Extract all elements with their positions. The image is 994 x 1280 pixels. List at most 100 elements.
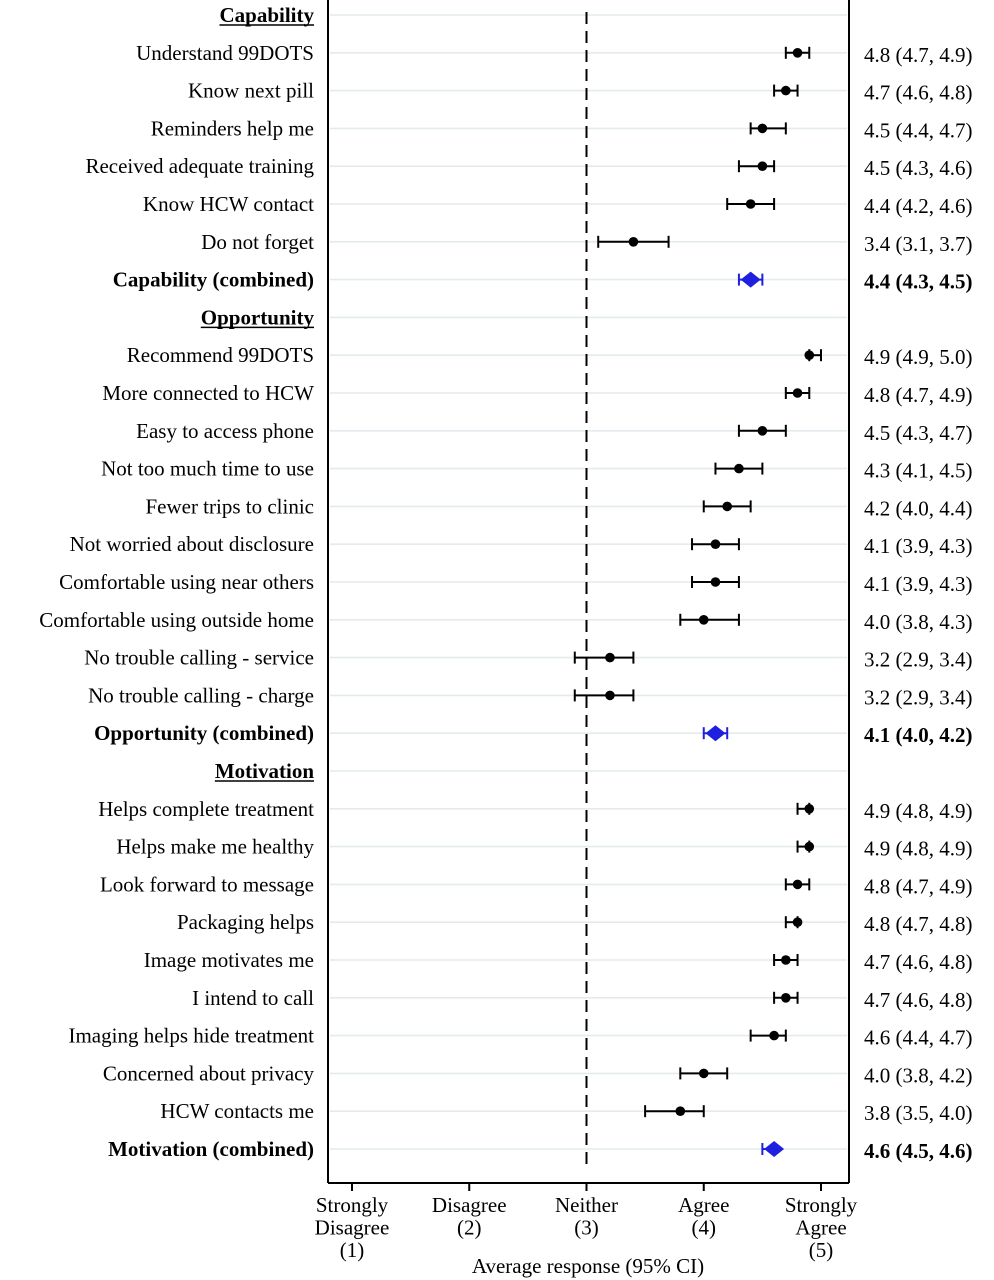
row-no-trouble-calling-service: No trouble calling - service 3.2 (2.9, 3.… xyxy=(84,646,972,672)
estimate-ci-label: 4.7 (4.6, 4.8) xyxy=(864,988,973,1012)
estimate-ci-label: 4.8 (4.7, 4.9) xyxy=(864,383,973,407)
row-received-adequate-training: Received adequate training 4.5 (4.3, 4.6) xyxy=(85,154,972,180)
x-tick-label-2: Disagree (2) xyxy=(432,1193,507,1240)
x-tick-label-1: Strongly Disagree (1) xyxy=(315,1193,390,1262)
row-fewer-trips-to-clinic: Fewer trips to clinic 4.2 (4.0, 4.4) xyxy=(145,494,972,520)
row-label: Helps make me healthy xyxy=(116,835,314,859)
row-label: Packaging helps xyxy=(177,910,314,934)
x-tick-label-line: Agree xyxy=(795,1216,846,1240)
row-motivation: Motivation xyxy=(214,759,314,783)
row-opportunity-combined: Opportunity (combined) 4.1 (4.0, 4.2) xyxy=(94,721,972,747)
row-know-next-pill: Know next pill 4.7 (4.6, 4.8) xyxy=(188,79,973,105)
row-label: Know next pill xyxy=(188,79,314,103)
point-estimate xyxy=(804,350,815,361)
point-estimate xyxy=(757,123,768,134)
row-label: Look forward to message xyxy=(100,872,314,896)
row-label: Not worried about disclosure xyxy=(70,532,314,556)
estimate-ci-label: 4.5 (4.4, 4.7) xyxy=(864,118,973,142)
row-capability: Capability xyxy=(219,3,314,27)
point-estimate xyxy=(804,841,815,852)
row-opportunity: Opportunity xyxy=(200,305,315,329)
row-concerned-about-privacy: Concerned about privacy 4.0 (3.8, 4.2) xyxy=(103,1061,973,1087)
estimate-ci-label: 3.2 (2.9, 3.4) xyxy=(864,685,973,709)
row-label: Easy to access phone xyxy=(136,419,314,443)
row-label: Imaging helps hide treatment xyxy=(68,1024,314,1048)
point-estimate xyxy=(792,917,803,927)
row-look-forward-to-message: Look forward to message 4.8 (4.7, 4.9) xyxy=(100,872,973,898)
row-helps-make-me-healthy: Helps make me healthy 4.9 (4.8, 4.9) xyxy=(116,835,972,861)
point-estimate xyxy=(710,577,721,587)
estimate-ci-label: 4.9 (4.9, 5.0) xyxy=(864,345,973,369)
point-estimate xyxy=(769,1030,779,1041)
point-estimate xyxy=(722,501,732,512)
row-recommend-99dots: Recommend 99DOTS 4.9 (4.9, 5.0) xyxy=(127,343,973,369)
x-tick-label-3: Neither (3) xyxy=(555,1193,618,1240)
row-label: Capability (combined) xyxy=(113,268,314,292)
point-estimate xyxy=(605,652,615,663)
row-label: Not too much time to use xyxy=(101,457,314,481)
row-label: I intend to call xyxy=(192,986,314,1010)
row-not-too-much-time-to-use: Not too much time to use 4.3 (4.1, 4.5) xyxy=(101,457,972,483)
x-axis-title: Average response (95% CI) xyxy=(472,1254,704,1278)
row-easy-to-access-phone: Easy to access phone 4.5 (4.3, 4.7) xyxy=(136,419,972,445)
estimate-ci-label: 4.4 (4.2, 4.6) xyxy=(864,194,973,218)
x-tick-label-4: Agree (4) xyxy=(678,1193,729,1240)
estimate-ci-label: 4.6 (4.4, 4.7) xyxy=(864,1026,973,1050)
row-label: Helps complete treatment xyxy=(98,797,314,821)
combined-estimate-diamond xyxy=(740,271,761,288)
estimate-ci-label: 4.1 (3.9, 4.3) xyxy=(864,534,973,558)
row-label: Motivation (combined) xyxy=(108,1137,314,1161)
section-header: Opportunity xyxy=(201,305,315,329)
point-estimate xyxy=(698,1068,709,1079)
x-tick-label-line: (2) xyxy=(457,1216,482,1240)
point-estimate xyxy=(792,48,803,58)
row-label: Concerned about privacy xyxy=(103,1061,315,1085)
row-comfortable-using-near-others: Comfortable using near others 4.1 (3.9, 4… xyxy=(59,570,972,596)
estimate-ci-label: 3.8 (3.5, 4.0) xyxy=(864,1101,973,1125)
estimate-ci-label: 4.1 (3.9, 4.3) xyxy=(864,572,973,596)
row-comfortable-using-outside-home: Comfortable using outside home 4.0 (3.8, … xyxy=(39,608,972,634)
point-estimate xyxy=(757,161,768,171)
point-estimate xyxy=(781,955,791,965)
x-axis-ticks: Strongly Disagree (1) Disagree (2) Neither (3)… xyxy=(315,1183,858,1262)
x-tick-label-line: (4) xyxy=(692,1216,717,1240)
point-estimate xyxy=(628,237,639,247)
point-estimate xyxy=(675,1106,686,1116)
x-tick-label-line: Strongly xyxy=(316,1193,389,1217)
row-i-intend-to-call: I intend to call 4.7 (4.6, 4.8) xyxy=(192,986,972,1012)
x-tick-label-line: Disagree xyxy=(432,1193,507,1217)
estimate-ci-label: 4.1 (4.0, 4.2) xyxy=(864,723,973,747)
row-gridlines xyxy=(330,14,847,1150)
row-imaging-helps-hide-treatment: Imaging helps hide treatment 4.6 (4.4, 4.… xyxy=(68,1024,972,1050)
row-reminders-help-me: Reminders help me 4.5 (4.4, 4.7) xyxy=(151,116,973,142)
estimate-ci-label: 4.7 (4.6, 4.8) xyxy=(864,950,973,974)
estimate-ci-label: 4.5 (4.3, 4.6) xyxy=(864,156,973,180)
row-label: More connected to HCW xyxy=(102,381,314,405)
estimate-ci-label: 4.9 (4.8, 4.9) xyxy=(864,837,973,861)
point-estimate xyxy=(781,993,791,1003)
row-label: No trouble calling - charge xyxy=(88,683,314,707)
row-image-motivates-me: Image motivates me 4.7 (4.6, 4.8) xyxy=(144,948,973,974)
estimate-ci-label: 4.6 (4.5, 4.6) xyxy=(864,1139,973,1163)
row-more-connected-to-hcw: More connected to HCW 4.8 (4.7, 4.9) xyxy=(102,381,972,407)
row-label: Fewer trips to clinic xyxy=(145,494,314,518)
point-estimate xyxy=(757,426,768,436)
combined-estimate-diamond xyxy=(705,725,726,742)
row-packaging-helps: Packaging helps 4.8 (4.7, 4.8) xyxy=(177,910,973,936)
estimate-ci-label: 4.5 (4.3, 4.7) xyxy=(864,421,973,445)
row-label: HCW contacts me xyxy=(160,1099,314,1123)
estimate-ci-label: 4.0 (3.8, 4.2) xyxy=(864,1063,973,1087)
estimate-ci-label: 4.3 (4.1, 4.5) xyxy=(864,459,973,483)
row-know-hcw-contact: Know HCW contact 4.4 (4.2, 4.6) xyxy=(143,192,973,218)
point-estimate xyxy=(734,463,744,474)
estimate-ci-label: 4.7 (4.6, 4.8) xyxy=(864,81,973,105)
row-capability-combined: Capability (combined) 4.4 (4.3, 4.5) xyxy=(113,268,973,294)
point-estimate xyxy=(804,804,815,814)
row-label: Opportunity (combined) xyxy=(94,721,314,745)
row-do-not-forget: Do not forget 3.4 (3.1, 3.7) xyxy=(201,230,972,256)
row-helps-complete-treatment: Helps complete treatment 4.9 (4.8, 4.9) xyxy=(98,797,972,823)
row-label: Know HCW contact xyxy=(143,192,314,216)
estimate-ci-label: 4.8 (4.7, 4.8) xyxy=(864,912,973,936)
estimate-ci-label: 4.8 (4.7, 4.9) xyxy=(864,874,973,898)
